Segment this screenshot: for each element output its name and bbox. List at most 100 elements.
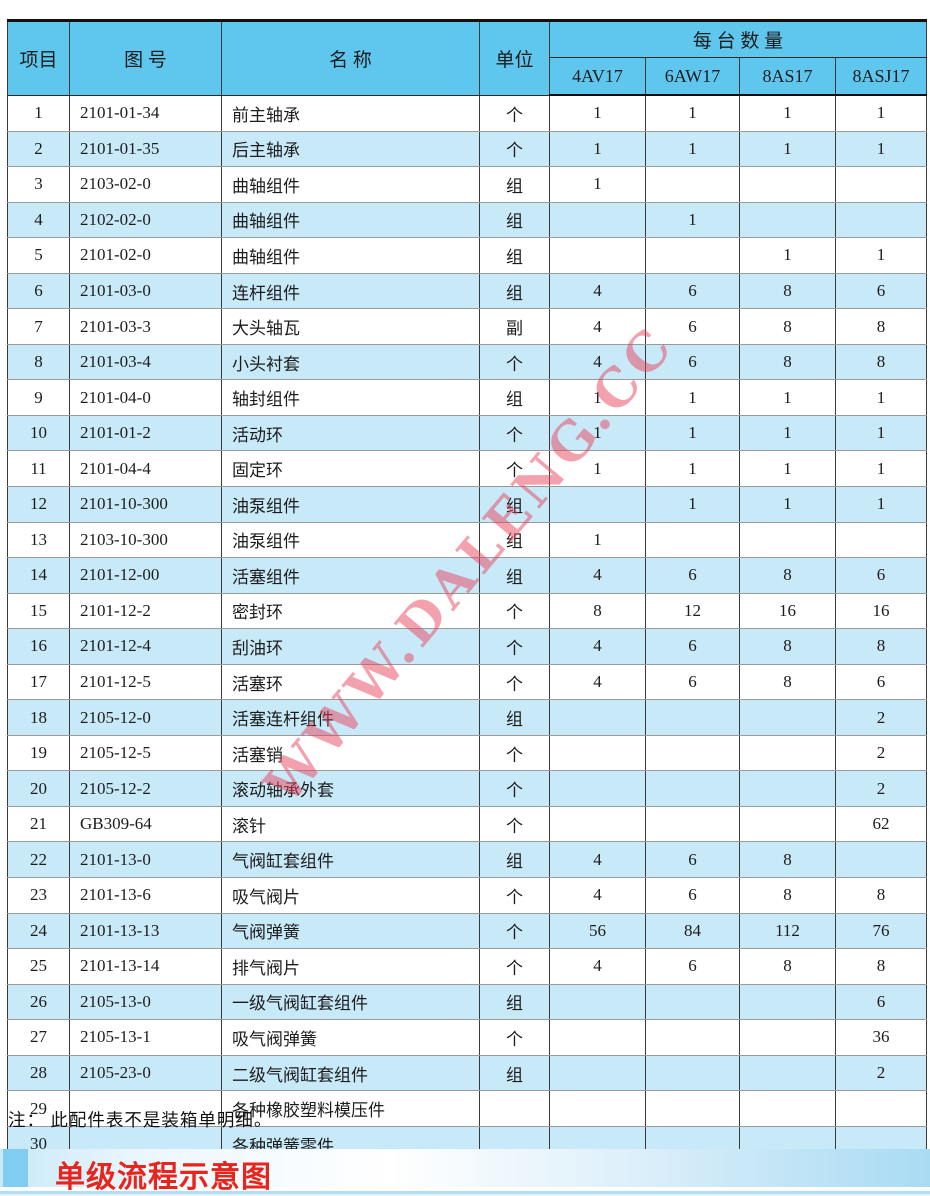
cell-item: 16 bbox=[7, 628, 70, 665]
table-row: 5 2101-02-0 曲轴组件组 1 1 bbox=[7, 237, 928, 274]
cell-item: 7 bbox=[7, 308, 70, 345]
cell-qty-8asj17: 1 bbox=[834, 486, 928, 523]
cell-qty-8as17 bbox=[739, 770, 836, 807]
cell-drawing-no: 2101-12-4 bbox=[69, 628, 222, 665]
cell-qty-8as17: 112 bbox=[739, 913, 836, 950]
cell-qty-8asj17: 8 bbox=[834, 308, 928, 345]
cell-item: 1 bbox=[7, 95, 70, 132]
cell-qty-4av17: 4 bbox=[549, 877, 646, 914]
cell-qty-8as17 bbox=[739, 1055, 836, 1092]
cell-qty-6aw17: 1 bbox=[645, 379, 740, 416]
cell-name: 吸气阀片 bbox=[221, 877, 480, 914]
cell-name: 油泵组件 bbox=[221, 522, 480, 559]
cell-qty-4av17: 4 bbox=[549, 273, 646, 310]
table-row: 2 2101-01-35 后主轴承个 1 1 1 1 bbox=[7, 131, 928, 168]
cell-drawing-no: 2103-10-300 bbox=[69, 522, 222, 559]
cell-unit: 组 bbox=[479, 1055, 550, 1092]
cell-qty-6aw17: 1 bbox=[645, 450, 740, 488]
cell-item: 15 bbox=[7, 593, 70, 630]
header-item: 项目 bbox=[7, 20, 70, 96]
cell-qty-8as17 bbox=[739, 1090, 836, 1127]
table-row: 17 2101-12-5 活塞环个 4 6 8 6 bbox=[7, 664, 928, 701]
cell-name: 活塞销 bbox=[221, 735, 480, 772]
cell-name: 前主轴承 bbox=[221, 95, 480, 132]
table-row: 27 2105-13-1 吸气阀弹簧个 36 bbox=[7, 1019, 928, 1056]
cell-drawing-no: 2101-13-0 bbox=[69, 841, 222, 879]
cell-qty-6aw17 bbox=[645, 806, 740, 843]
cell-name: 后主轴承 bbox=[221, 131, 480, 168]
cell-name: 活塞连杆组件 bbox=[221, 699, 480, 736]
cell-item: 27 bbox=[7, 1019, 70, 1056]
cell-qty-4av17 bbox=[549, 770, 646, 807]
cell-item: 9 bbox=[7, 379, 70, 416]
cell-item: 18 bbox=[7, 699, 70, 736]
cell-qty-8asj17: 1 bbox=[834, 131, 928, 168]
cell-unit: 个 bbox=[479, 628, 550, 665]
cell-qty-6aw17: 6 bbox=[645, 948, 740, 985]
cell-drawing-no: GB309-64 bbox=[69, 806, 222, 843]
cell-qty-8as17: 8 bbox=[739, 628, 836, 665]
cell-drawing-no: 2101-03-3 bbox=[69, 308, 222, 345]
cell-qty-4av17: 1 bbox=[549, 166, 646, 203]
table-row: 28 2105-23-0 二级气阀缸套组件组 2 bbox=[7, 1055, 928, 1092]
cell-item: 5 bbox=[7, 237, 70, 274]
table-row: 24 2101-13-13 气阀弹簧个 56 84 112 76 bbox=[7, 913, 928, 950]
table-row: 6 2101-03-0 连杆组件组 4 6 8 6 bbox=[7, 273, 928, 310]
cell-qty-8as17: 8 bbox=[739, 948, 836, 985]
cell-drawing-no: 2105-13-0 bbox=[69, 984, 222, 1021]
cell-name: 曲轴组件 bbox=[221, 166, 480, 203]
cell-item: 13 bbox=[7, 522, 70, 559]
cell-name: 二级气阀缸套组件 bbox=[221, 1055, 480, 1092]
cell-item: 2 bbox=[7, 131, 70, 168]
cell-qty-4av17: 4 bbox=[549, 557, 646, 594]
cell-qty-6aw17: 6 bbox=[645, 664, 740, 701]
cell-drawing-no: 2101-01-34 bbox=[69, 95, 222, 132]
cell-unit: 组 bbox=[479, 237, 550, 274]
section-title: 单级流程示意图 bbox=[55, 1161, 272, 1194]
cell-qty-6aw17: 84 bbox=[645, 913, 740, 950]
cell-qty-4av17 bbox=[549, 1055, 646, 1092]
cell-item: 19 bbox=[7, 735, 70, 772]
cell-unit: 副 bbox=[479, 308, 550, 345]
cell-qty-8asj17: 8 bbox=[834, 344, 928, 381]
cell-qty-8as17: 8 bbox=[739, 273, 836, 310]
cell-item: 20 bbox=[7, 770, 70, 807]
cell-qty-8asj17 bbox=[834, 166, 928, 203]
cell-qty-8asj17: 2 bbox=[834, 735, 928, 772]
cell-qty-4av17: 4 bbox=[549, 308, 646, 345]
table-row: 11 2101-04-4 固定环个 1 1 1 1 bbox=[7, 450, 928, 488]
table-row: 8 2101-03-4 小头衬套个 4 6 8 8 bbox=[7, 344, 928, 381]
cell-qty-8asj17: 62 bbox=[834, 806, 928, 843]
cell-qty-6aw17 bbox=[645, 770, 740, 807]
cell-qty-8asj17: 1 bbox=[834, 415, 928, 452]
cell-qty-8as17: 1 bbox=[739, 486, 836, 523]
cell-drawing-no: 2101-12-5 bbox=[69, 664, 222, 701]
cell-qty-6aw17: 6 bbox=[645, 308, 740, 345]
cell-qty-6aw17 bbox=[645, 237, 740, 274]
cell-drawing-no: 2101-13-6 bbox=[69, 877, 222, 914]
table-row: 20 2105-12-2 滚动轴承外套个 2 bbox=[7, 770, 928, 807]
cell-drawing-no: 2101-01-2 bbox=[69, 415, 222, 452]
cell-qty-4av17: 4 bbox=[549, 948, 646, 985]
cell-item: 17 bbox=[7, 664, 70, 701]
section-title-band: 单级流程示意图 bbox=[0, 1149, 930, 1194]
cell-drawing-no: 2101-03-4 bbox=[69, 344, 222, 381]
cell-qty-8asj17: 36 bbox=[834, 1019, 928, 1056]
table-row: 25 2101-13-14 排气阀片个 4 6 8 8 bbox=[7, 948, 928, 985]
table-header: 项目 图 号 名 称 单位 每 台 数 量 4AV17 6AW17 8AS17 … bbox=[7, 20, 928, 96]
cell-item: 21 bbox=[7, 806, 70, 843]
cell-qty-8as17: 1 bbox=[739, 415, 836, 452]
cell-qty-6aw17 bbox=[645, 699, 740, 736]
cell-item: 28 bbox=[7, 1055, 70, 1092]
cell-qty-4av17: 8 bbox=[549, 593, 646, 630]
cell-name: 活动环 bbox=[221, 415, 480, 452]
cell-qty-4av17: 4 bbox=[549, 628, 646, 665]
cell-name: 滚针 bbox=[221, 806, 480, 843]
cell-drawing-no: 2105-23-0 bbox=[69, 1055, 222, 1092]
cell-name: 一级气阀缸套组件 bbox=[221, 984, 480, 1021]
cell-qty-6aw17 bbox=[645, 522, 740, 559]
table-row: 12 2101-10-300 油泵组件组 1 1 1 bbox=[7, 486, 928, 523]
cell-item: 22 bbox=[7, 841, 70, 879]
footnote: 注： 此配件表不是装箱单明细。 bbox=[8, 1110, 273, 1130]
cell-unit: 组 bbox=[479, 379, 550, 416]
